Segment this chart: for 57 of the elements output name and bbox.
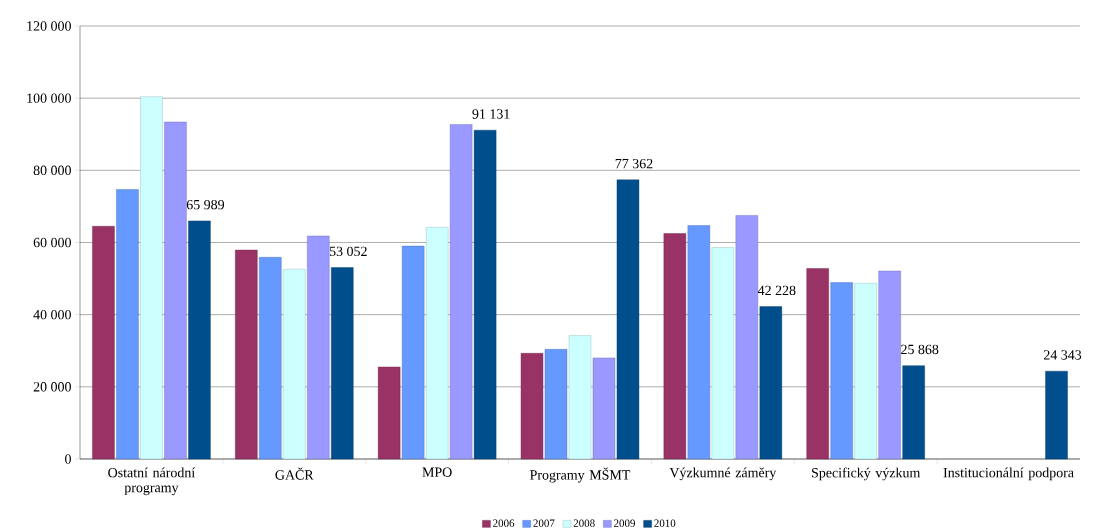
x-tick-label: Programy MŠMT: [530, 467, 631, 483]
y-tick-label: 60 000: [33, 237, 71, 248]
bar: [188, 220, 211, 460]
bar: [235, 249, 258, 460]
x-tick-label: Ostatní národní programy: [108, 467, 196, 496]
x-tick-label: Institucionální podpora: [943, 467, 1074, 481]
legend-label: 2008: [573, 519, 595, 527]
bar: [616, 179, 640, 460]
bar: [307, 235, 330, 460]
bar: [687, 225, 711, 460]
x-tick-label: Specifický výzkum: [812, 467, 921, 481]
legend-label: 2007: [533, 519, 555, 527]
bar: [830, 282, 853, 460]
legend-label: 2006: [493, 519, 515, 527]
bar: [473, 129, 497, 460]
bar: [283, 268, 306, 460]
bar: [735, 215, 759, 460]
bar: [377, 366, 401, 460]
y-tick-label: 100 000: [27, 93, 71, 103]
legend-label: 2009: [614, 519, 635, 527]
bar: [259, 256, 282, 460]
bar: [164, 121, 187, 460]
bar: [425, 227, 449, 460]
bar: [544, 348, 568, 460]
bar: [711, 247, 735, 460]
data-label: 42 228: [757, 285, 796, 295]
bar: [878, 270, 901, 460]
bar: [401, 245, 425, 460]
bar: [140, 96, 163, 460]
data-label: 25 868: [901, 344, 939, 355]
bar: [568, 335, 592, 460]
bar: [759, 306, 783, 460]
data-label: 91 131: [472, 109, 510, 119]
x-tick-label: GAČR: [275, 467, 314, 480]
bar: [92, 225, 115, 460]
bar: [1045, 370, 1068, 460]
y-tick-label: 80 000: [33, 165, 71, 175]
data-label: 77 362: [615, 158, 653, 169]
y-tick-label: 40 000: [33, 309, 71, 320]
legend-label: 2010: [654, 519, 676, 527]
data-label: 24 343: [1043, 350, 1082, 360]
bar: [331, 267, 354, 460]
bar: [663, 233, 687, 460]
y-tick-label: 20 000: [33, 382, 71, 392]
bar: [806, 268, 829, 460]
bar: [116, 189, 139, 460]
bar: [449, 124, 473, 460]
bar: [854, 282, 877, 460]
bar: [592, 357, 616, 460]
data-label: 53 052: [329, 246, 367, 256]
bar: [902, 365, 925, 460]
y-tick-label: 0: [65, 454, 71, 464]
bar: [520, 352, 544, 460]
x-tick-label: Výzkumné záměry: [669, 467, 777, 481]
y-tick-label: 120 000: [27, 21, 71, 31]
data-label: 65 989: [186, 199, 225, 210]
x-tick-label: MPO: [422, 467, 452, 477]
